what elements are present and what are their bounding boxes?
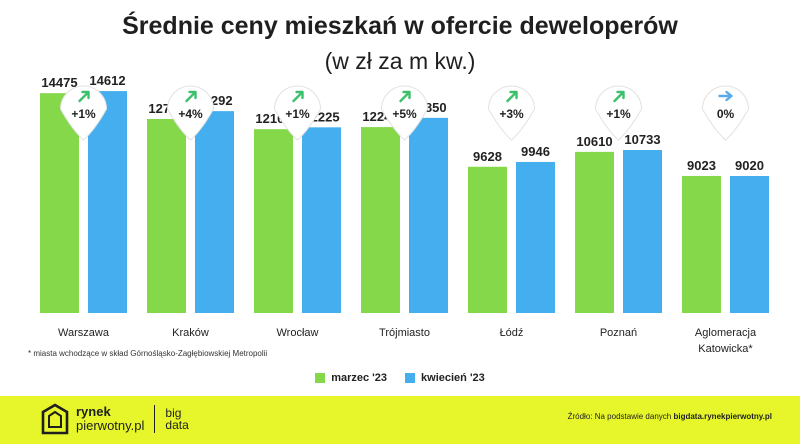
bar-march [468,166,507,313]
bar-april [409,117,448,313]
bar-march [361,127,400,313]
bigdata-logo: big data [165,407,188,431]
source-link[interactable]: bigdata.rynekpierwotny.pl [673,412,772,421]
change-percent: +1% [606,107,631,121]
change-percent: 0% [717,107,735,121]
logo-divider [154,405,156,433]
category-label: Łódź [500,327,524,339]
logo-mark-icon [41,403,69,435]
arrow-right-head-icon [725,90,733,102]
arrow-up-head-icon [81,90,90,100]
category-label: Trójmiasto [379,327,430,339]
change-badge [487,85,536,141]
legend-label-april: kwiecień '23 [421,372,485,384]
brand-logo: rynek pierwotny.pl big data [40,402,189,436]
bigdata-line-1: big [165,406,182,420]
value-label: 9628 [473,149,502,164]
logo-line-1: rynek [76,404,111,419]
bar-march [40,93,79,313]
change-percent: +3% [499,107,524,121]
bar-april [516,161,555,313]
bigdata-line-2: data [165,418,189,432]
legend-swatch-march [315,373,326,383]
arrow-up-head-icon [188,90,197,100]
legend-item-april: kwiecień '23 [405,372,485,384]
legend: marzec '23 kwiecień '23 [0,372,800,384]
category-label: Warszawa [58,327,110,339]
arrow-up-icon [506,91,517,103]
change-badge [701,85,750,141]
value-label: 10610 [576,134,612,149]
bar-march [682,175,721,313]
chart-title: Średnie ceny mieszkań w ofercie dewelope… [122,12,678,40]
bar-april [302,127,341,313]
source-prefix: Źródło: Na podstawie danych [567,412,674,421]
bar-april [195,111,234,313]
arrow-up-icon [399,91,410,103]
change-badge [166,85,215,141]
arrow-up-head-icon [295,90,304,100]
value-label: 9023 [687,158,716,173]
change-badge [59,85,108,141]
arrow-up-icon [292,91,303,103]
change-badge [380,85,429,141]
bar-march [147,118,186,313]
footer-bar: rynek pierwotny.pl big data Źródło: Na p… [0,396,800,444]
value-label: 9020 [735,158,764,173]
footnote: * miasta wchodzące w skład Górnośląsko-Z… [28,349,268,358]
legend-item-march: marzec '23 [315,372,387,384]
category-label: Aglomeracja [695,327,757,339]
value-label: 14612 [89,73,125,88]
legend-swatch-april [405,373,416,383]
arrow-up-icon [613,91,624,103]
bar-march [254,129,293,313]
category-label: Kraków [172,327,209,339]
category-label: Wrocław [277,327,319,339]
chart-subtitle: (w zł za m kw.) [324,48,476,74]
source-note: Źródło: Na podstawie danych bigdata.ryne… [568,412,772,421]
value-label: 9946 [521,144,550,159]
arrow-up-head-icon [402,90,411,100]
arrow-up-head-icon [509,90,518,100]
change-percent: +1% [285,107,310,121]
category-label: Katowicka* [698,343,753,355]
logo-text: rynek pierwotny.pl [76,405,144,433]
legend-label-march: marzec '23 [331,372,388,384]
value-label: 10733 [624,132,660,147]
bar-april [623,149,662,313]
change-badge [273,85,322,141]
arrow-up-icon [78,91,89,103]
bar-april [730,176,769,313]
arrow-up-icon [185,91,196,103]
arrow-up-head-icon [616,90,625,100]
category-label: Poznań [600,327,637,339]
change-percent: +1% [71,107,96,121]
change-percent: +4% [178,107,203,121]
bar-march [575,151,614,313]
change-percent: +5% [392,107,417,121]
logo-line-2: pierwotny.pl [76,418,145,433]
value-label: 14475 [41,75,77,90]
change-badge [594,85,643,141]
